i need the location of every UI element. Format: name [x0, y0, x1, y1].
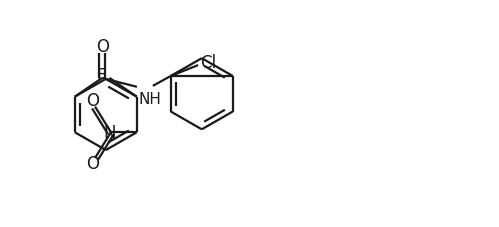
Text: NH: NH: [139, 92, 162, 107]
Text: Cl: Cl: [200, 54, 216, 72]
Text: O: O: [86, 92, 100, 110]
Text: O: O: [86, 155, 100, 173]
Text: N: N: [104, 124, 116, 142]
Text: F: F: [96, 67, 106, 85]
Text: O: O: [96, 38, 109, 56]
